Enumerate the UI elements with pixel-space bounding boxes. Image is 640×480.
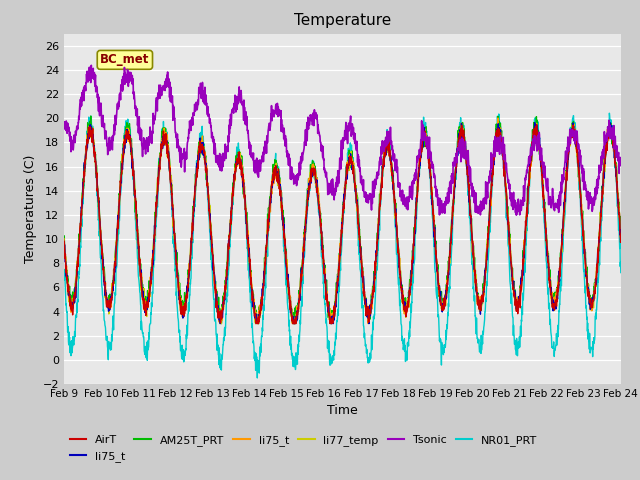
Title: Temperature: Temperature <box>294 13 391 28</box>
Legend: AirT, li75_t, AM25T_PRT, li75_t, li77_temp, Tsonic, NR01_PRT: AirT, li75_t, AM25T_PRT, li75_t, li77_te… <box>70 435 538 462</box>
X-axis label: Time: Time <box>327 405 358 418</box>
Y-axis label: Temperatures (C): Temperatures (C) <box>24 155 37 263</box>
Text: BC_met: BC_met <box>100 53 150 66</box>
